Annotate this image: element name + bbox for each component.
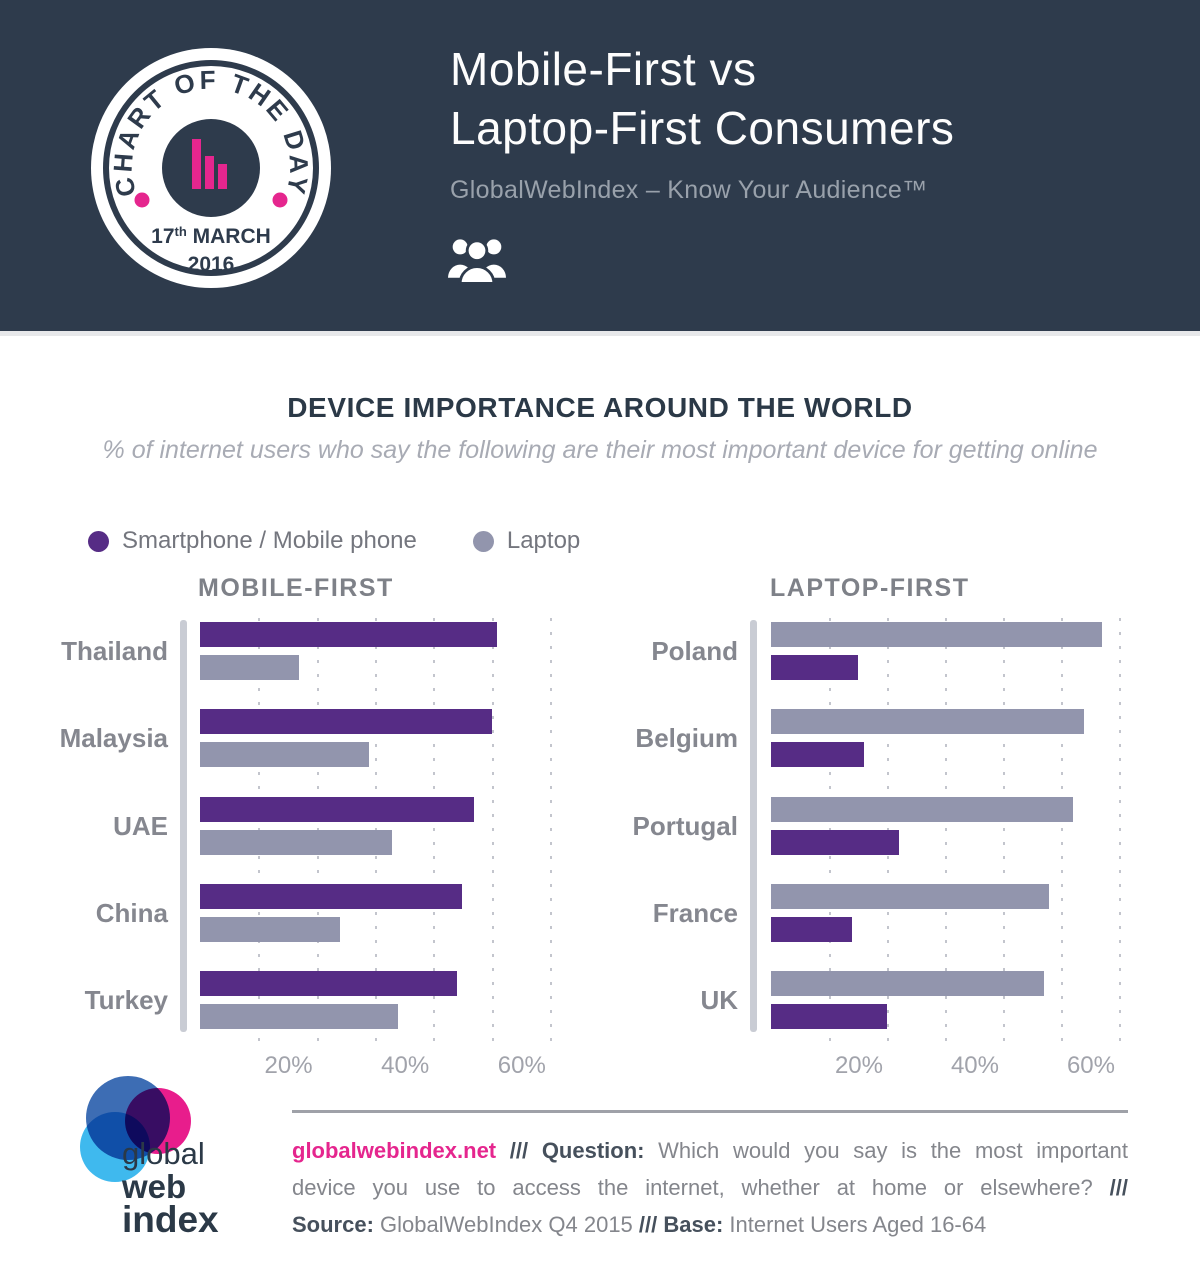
x-tick-label: 20% — [834, 1052, 883, 1079]
gridline — [1119, 618, 1121, 1048]
chart-of-the-day-badge: CHART OF THE DAY 17th MARCH 2016 — [91, 48, 331, 288]
gridline — [1003, 618, 1005, 1048]
badge-ring — [103, 60, 319, 276]
country-label: Malaysia — [59, 723, 168, 754]
footer-line-1: globalwebindex.net /// Question: Which w… — [292, 1138, 1128, 1164]
smartphone-bar — [200, 971, 457, 997]
footer-divider — [292, 1110, 1128, 1113]
footer-line-2: device you use to access the internet, w… — [292, 1175, 1128, 1201]
laptop-bar — [200, 1004, 398, 1030]
badge-date: 17th MARCH — [151, 224, 271, 248]
badge-dot-left — [134, 192, 150, 208]
separator: /// — [1109, 1175, 1128, 1200]
brand-tagline: GlobalWebIndex – Know Your Audience™ — [450, 176, 928, 204]
smartphone-bar — [771, 916, 852, 942]
gridline — [549, 618, 552, 1048]
country-label: Belgium — [635, 723, 738, 754]
country-label: UK — [700, 985, 738, 1016]
laptop-bar — [200, 916, 340, 942]
legend-item: Smartphone / Mobile phone — [88, 527, 417, 555]
chart-section-heading: DEVICE IMPORTANCE AROUND THE WORLD — [287, 392, 913, 423]
question-text-1: Which would you say is the most importan… — [658, 1138, 1128, 1163]
question-label: /// Question: — [496, 1138, 659, 1163]
legend-item: Laptop — [472, 527, 581, 555]
logo-text-index: index — [122, 1199, 219, 1240]
smartphone-bar — [771, 655, 858, 680]
badge-dot-right — [272, 192, 288, 208]
x-tick-label: 40% — [381, 1052, 430, 1079]
mobile-first-chart-title: MOBILE-FIRST — [198, 574, 394, 602]
bar-chart-icon — [192, 139, 227, 189]
gridline — [1061, 618, 1063, 1048]
question-text-2: device you use to access the internet, w… — [292, 1175, 1110, 1200]
legend-label: Laptop — [506, 527, 581, 554]
x-tick-label: 20% — [264, 1052, 313, 1079]
legend-label: Smartphone / Mobile phone — [122, 527, 417, 554]
laptop-bar — [771, 709, 1084, 735]
country-label: France — [652, 897, 738, 928]
country-label: Poland — [651, 636, 738, 666]
page-title-line2: Laptop-First Consumers — [450, 102, 955, 154]
country-label: Portugal — [632, 810, 738, 841]
page-title: Mobile-First vs Laptop-First Consumers — [450, 40, 954, 158]
legend-dot — [88, 530, 109, 552]
laptop-bar — [771, 796, 1073, 822]
smartphone-bar — [771, 1004, 887, 1030]
x-tick-label: 60% — [497, 1052, 546, 1079]
audience-people-icon — [448, 239, 506, 285]
legend: Smartphone / Mobile phone Laptop — [88, 527, 636, 555]
base-label: /// Base: — [638, 1212, 730, 1237]
smartphone-bar — [200, 796, 474, 822]
smartphone-bar — [771, 829, 899, 855]
gridline — [433, 618, 436, 1048]
base-text: Internet Users Aged 16-64 — [729, 1212, 987, 1237]
gridline — [945, 618, 947, 1048]
laptop-bar — [200, 829, 392, 855]
gridline — [491, 618, 494, 1048]
header-bottom-edge — [0, 331, 1200, 336]
x-tick-label: 60% — [1066, 1052, 1115, 1079]
legend-dot — [472, 530, 494, 552]
y-axis-line — [180, 620, 187, 1032]
country-label: China — [95, 897, 168, 928]
country-label: UAE — [113, 810, 168, 841]
smartphone-bar — [200, 622, 497, 647]
page-title-line1: Mobile-First vs — [450, 43, 757, 95]
country-label: Turkey — [84, 985, 168, 1016]
footer-line-3: Source: GlobalWebIndex Q4 2015 /// Base:… — [292, 1212, 1128, 1238]
y-axis-line — [750, 620, 757, 1032]
header-banner: CHART OF THE DAY 17th MARCH 2016 Mobile-… — [0, 0, 1200, 331]
x-tick-label: 40% — [950, 1052, 999, 1079]
laptop-bar — [200, 655, 299, 680]
website-link[interactable]: globalwebindex.net — [292, 1138, 497, 1163]
smartphone-bar — [771, 742, 864, 768]
laptop-first-chart: LAPTOP-FIRST Poland Belgium Portugal France… — [600, 570, 1200, 1082]
laptop-bar — [771, 971, 1044, 997]
logo-circle-cyan — [80, 1112, 150, 1182]
laptop-bar — [771, 622, 1102, 647]
logo-text-web: web — [122, 1168, 187, 1205]
laptop-bar — [200, 742, 369, 768]
laptop-first-chart-title: LAPTOP-FIRST — [770, 574, 970, 602]
source-label: Source: — [292, 1212, 381, 1237]
logo-text-global: global — [122, 1136, 205, 1171]
country-label: Thailand — [61, 636, 168, 666]
source-text: GlobalWebIndex Q4 2015 — [380, 1212, 639, 1237]
laptop-bar — [771, 883, 1049, 909]
mobile-first-chart: MOBILE-FIRST Thailand Malaysia UAE China Tur… — [0, 570, 600, 1082]
smartphone-bar — [200, 883, 462, 909]
chart-section-subheading: % of internet users who say the followin… — [102, 436, 1098, 464]
smartphone-bar — [200, 709, 492, 735]
badge-year: 2016 — [188, 253, 235, 276]
